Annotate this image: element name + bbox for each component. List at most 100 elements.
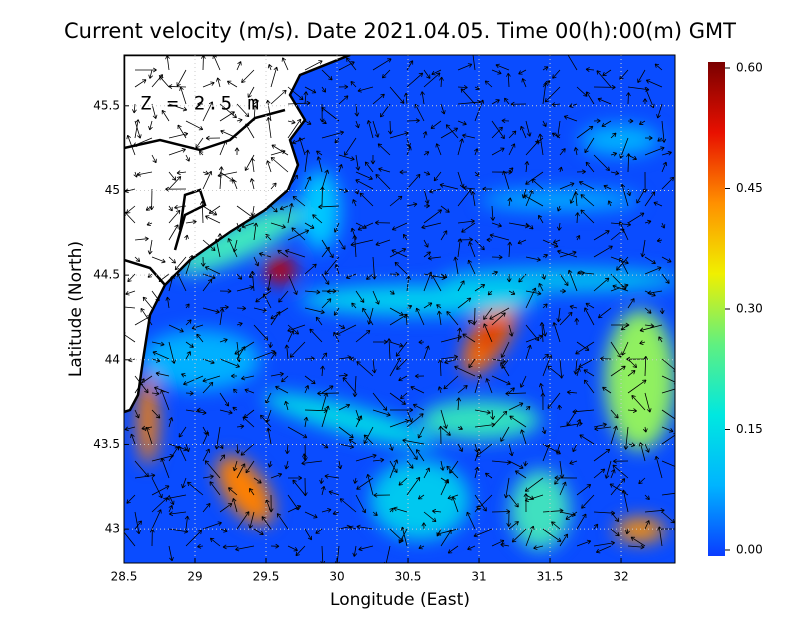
arrow xyxy=(287,119,296,125)
arrow xyxy=(610,132,617,139)
arrow xyxy=(406,72,424,88)
arrow xyxy=(644,494,650,500)
arrow xyxy=(440,335,462,343)
arrow xyxy=(525,287,537,309)
arrow xyxy=(508,167,514,173)
arrow xyxy=(457,171,465,189)
arrow xyxy=(542,324,548,337)
arrow xyxy=(236,321,243,327)
arrow xyxy=(270,543,280,549)
arrow xyxy=(134,236,149,242)
arrow xyxy=(580,209,595,224)
arrow xyxy=(219,103,237,119)
arrow xyxy=(501,118,510,124)
arrow xyxy=(525,256,541,262)
arrow xyxy=(281,375,289,383)
arrow xyxy=(585,302,595,309)
arrow xyxy=(338,164,343,173)
arrow xyxy=(178,426,187,438)
arrow xyxy=(602,69,612,77)
arrow xyxy=(542,528,562,542)
arrow xyxy=(440,273,448,278)
arrow xyxy=(394,261,408,275)
arrow xyxy=(177,124,187,139)
arrow xyxy=(539,322,545,343)
arrow xyxy=(559,148,566,156)
arrow xyxy=(506,273,512,283)
arrow xyxy=(304,222,315,229)
arrow xyxy=(391,249,408,258)
arrow xyxy=(612,464,629,479)
arrow xyxy=(565,511,578,520)
arrow xyxy=(270,89,287,105)
arrow xyxy=(427,255,442,261)
arrow xyxy=(518,69,527,75)
arrow xyxy=(187,481,204,496)
arrow xyxy=(338,61,355,71)
arrow xyxy=(197,543,204,549)
arrow xyxy=(270,222,286,229)
arrow xyxy=(395,341,408,357)
arrow xyxy=(165,296,171,309)
arrow xyxy=(597,97,612,105)
arrow xyxy=(202,521,222,530)
arrow xyxy=(389,86,405,104)
arrow xyxy=(324,473,340,479)
arrow xyxy=(500,542,510,548)
arrow xyxy=(657,137,663,142)
arrow xyxy=(491,126,503,139)
arrow xyxy=(509,415,527,428)
arrow xyxy=(389,392,406,405)
arrow xyxy=(423,467,430,479)
plot-frame xyxy=(123,54,676,564)
arrow xyxy=(266,427,272,445)
arrow xyxy=(552,239,561,244)
arrow xyxy=(151,103,158,119)
arrow xyxy=(321,508,332,513)
arrow xyxy=(321,246,330,258)
arrow xyxy=(555,443,561,454)
arrow xyxy=(462,185,476,191)
arrow xyxy=(576,341,590,351)
arrow xyxy=(440,127,459,139)
arrow xyxy=(541,426,547,435)
arrow xyxy=(338,373,348,378)
arrow xyxy=(508,443,514,457)
arrow xyxy=(557,404,563,411)
y-tick-label: 45 xyxy=(105,183,120,197)
arrow xyxy=(581,494,595,509)
arrow xyxy=(287,118,302,139)
arrow xyxy=(410,385,425,394)
arrow xyxy=(352,199,357,207)
depth-annotation: Z = 2.5 m xyxy=(140,93,261,115)
arrow xyxy=(421,222,442,230)
arrow xyxy=(316,156,323,173)
arrow xyxy=(389,271,400,277)
arrow xyxy=(437,386,443,394)
arrow xyxy=(291,227,306,241)
arrow xyxy=(556,205,562,212)
arrow xyxy=(191,324,204,330)
arrow xyxy=(627,379,647,394)
arrow xyxy=(346,57,357,71)
arrow xyxy=(227,238,238,258)
arrow xyxy=(576,418,582,428)
arrow xyxy=(196,333,204,343)
arrow xyxy=(585,67,595,72)
arrow xyxy=(304,511,318,519)
arrow xyxy=(202,381,214,394)
arrow xyxy=(145,205,153,211)
arrow xyxy=(266,273,272,291)
arrow xyxy=(378,167,391,173)
arrow xyxy=(423,171,431,176)
arrow xyxy=(270,472,283,479)
arrow xyxy=(610,170,620,176)
arrow xyxy=(185,303,190,309)
arrow xyxy=(381,69,391,79)
arrow xyxy=(508,387,515,394)
arrow xyxy=(185,120,204,131)
arrow xyxy=(287,475,303,481)
arrow xyxy=(248,511,255,529)
x-tick-label: 32 xyxy=(613,570,628,584)
arrow xyxy=(575,212,580,224)
